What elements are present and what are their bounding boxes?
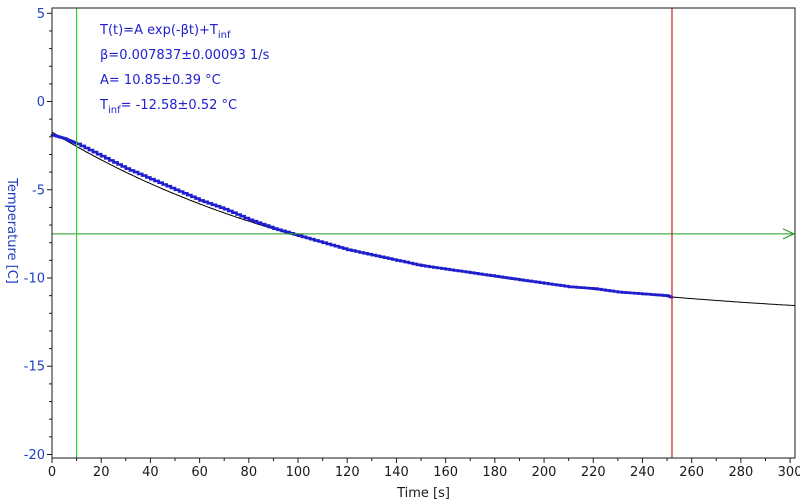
x-tick-label: 140 bbox=[384, 465, 409, 480]
fit-annotation-line: β=0.007837±0.00093 1/s bbox=[100, 48, 270, 63]
y-axis-label: Temperature [C] bbox=[4, 177, 19, 284]
measured-point bbox=[542, 281, 546, 285]
x-tick-label: 200 bbox=[532, 465, 557, 480]
measured-point bbox=[567, 285, 571, 289]
x-tick-label: 0 bbox=[48, 465, 56, 480]
measured-point bbox=[665, 294, 669, 298]
measured-series-line bbox=[52, 133, 674, 299]
measured-point bbox=[518, 278, 521, 282]
measured-point bbox=[99, 154, 103, 158]
measured-point bbox=[419, 264, 423, 268]
measured-point bbox=[395, 258, 398, 262]
arrow-icon bbox=[782, 228, 796, 240]
measured-point bbox=[468, 271, 472, 275]
x-tick-label: 300 bbox=[778, 465, 800, 480]
measured-point bbox=[124, 167, 128, 170]
measured-point bbox=[272, 227, 275, 230]
fit-curve bbox=[51, 131, 796, 307]
y-tick-label: 0 bbox=[37, 95, 45, 110]
measured-point bbox=[222, 207, 226, 211]
x-tick-label: 40 bbox=[142, 465, 159, 480]
plot-frame bbox=[51, 7, 796, 459]
fit-annotation-line: T(t)=A exp(-βt)+Tinf bbox=[99, 23, 231, 41]
measured-point bbox=[62, 137, 66, 140]
y-tick-label: -20 bbox=[24, 448, 45, 463]
y-tick-label: -10 bbox=[24, 272, 45, 287]
x-tick-label: 160 bbox=[433, 465, 458, 480]
fit-annotations: T(t)=A exp(-βt)+Tinf β=0.007837±0.00093 1… bbox=[99, 23, 270, 116]
measured-point bbox=[370, 253, 374, 257]
x-tick-label: 60 bbox=[191, 465, 208, 480]
x-axis-label: Time [s] bbox=[396, 486, 450, 501]
measured-point bbox=[173, 188, 177, 192]
measured-point bbox=[591, 287, 595, 290]
x-tick-label: 240 bbox=[630, 465, 655, 480]
x-tick-label: 180 bbox=[482, 465, 507, 480]
measured-point bbox=[444, 267, 448, 271]
fit-annotation-line: A= 10.85±0.39 °C bbox=[100, 73, 221, 88]
x-axis-ticks: 0 20 40 60 80 100 120 140 160 180 200 220 240 260 280 3… bbox=[48, 458, 800, 480]
series-layer bbox=[50, 131, 796, 307]
x-tick-label: 220 bbox=[581, 465, 606, 480]
x-tick-label: 280 bbox=[728, 465, 753, 480]
measured-point bbox=[149, 177, 152, 181]
y-tick-label: 5 bbox=[37, 7, 45, 22]
measured-point bbox=[641, 292, 644, 296]
measured-point bbox=[345, 248, 349, 252]
y-axis-ticks: 5 0 -5 -10 -15 -20 bbox=[24, 7, 52, 463]
x-tick-label: 20 bbox=[93, 465, 110, 480]
measured-point bbox=[493, 274, 497, 278]
measured-point bbox=[321, 241, 325, 245]
measured-point bbox=[616, 290, 620, 294]
y-tick-label: -5 bbox=[32, 183, 45, 198]
measured-point bbox=[296, 234, 300, 238]
x-tick-label: 100 bbox=[286, 465, 311, 480]
measured-point bbox=[198, 198, 202, 202]
x-tick-label: 120 bbox=[335, 465, 360, 480]
y-tick-label: -15 bbox=[24, 360, 45, 375]
measured-point bbox=[247, 218, 251, 222]
marker-lines bbox=[52, 8, 796, 458]
x-tick-label: 80 bbox=[241, 465, 258, 480]
fit-annotation-line: Tinf= -12.58±0.52 °C bbox=[99, 98, 237, 116]
x-tick-label: 260 bbox=[679, 465, 704, 480]
